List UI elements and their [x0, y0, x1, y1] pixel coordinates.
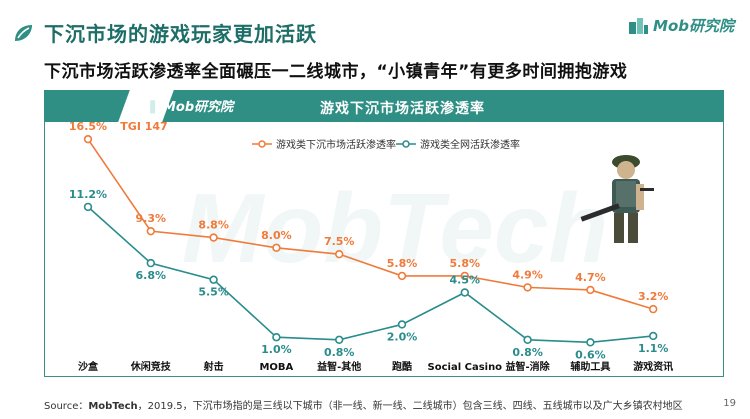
page-number: 19 — [723, 398, 736, 409]
x-tick-label-0: 沙盒 — [78, 360, 99, 373]
data-label-1-7: 0.8% — [512, 346, 543, 359]
subtitle: 下沉市场活跃渗透率全面碾压一二线城市，“小镇青年”有更多时间拥抱游戏 — [44, 62, 628, 82]
data-label-1-1: 6.8% — [136, 269, 167, 282]
data-label-1-0: 11.2% — [69, 188, 107, 201]
brand-text: Mob研究院 — [653, 16, 734, 35]
data-label-0-3: 8.0% — [261, 229, 292, 242]
x-tick-label-9: 游戏资讯 — [633, 360, 673, 373]
data-point-1-2 — [209, 275, 218, 284]
legend-label-1: 游戏类全网活跃渗透率 — [420, 138, 520, 151]
x-tick-label-4: 益智-其他 — [317, 360, 361, 373]
x-tick-label-5: 跑酷 — [392, 360, 412, 373]
brand-logo: Mob研究院 — [627, 12, 734, 38]
data-label-0-2: 8.8% — [198, 219, 229, 232]
data-point-0-8 — [586, 285, 595, 295]
data-label-0-7: 4.9% — [512, 268, 543, 281]
data-label-0-8: 4.7% — [575, 271, 606, 284]
data-point-1-5 — [397, 320, 407, 329]
x-tick-label-6: Social Casino — [428, 362, 503, 373]
x-tick-label-1: 休闲竞技 — [130, 360, 172, 373]
series-line-1 — [87, 206, 654, 344]
data-point-1-6 — [460, 288, 469, 297]
data-point-0-1 — [146, 226, 156, 236]
data-point-1-4 — [335, 335, 344, 344]
x-tick-label-2: 射击 — [203, 360, 224, 373]
data-label-0-6: 5.8% — [450, 257, 481, 270]
source-text: ，2019.5，下沉市场指的是三线以下城市（非一线、新一线、二线城市）包含三线、… — [137, 401, 683, 412]
annotation-0: TGI 147 — [120, 120, 167, 133]
data-label-1-2: 5.5% — [198, 286, 229, 299]
data-point-1-7 — [523, 335, 532, 344]
game-character-figure — [580, 155, 654, 243]
data-point-0-3 — [272, 243, 281, 252]
data-point-0-2 — [209, 233, 218, 242]
data-label-0-1: 9.3% — [136, 212, 167, 225]
x-tick-label-3: MOBA — [259, 362, 293, 373]
data-label-0-4: 7.5% — [324, 235, 355, 248]
data-label-1-4: 0.8% — [324, 346, 355, 359]
legend-marker-0 — [258, 140, 266, 148]
data-point-0-0 — [83, 134, 93, 144]
data-point-0-5 — [397, 271, 407, 281]
data-point-0-9 — [648, 304, 658, 314]
data-point-1-1 — [146, 258, 156, 268]
x-tick-label-8: 辅助工具 — [570, 360, 610, 373]
source-prefix: Source： — [44, 401, 89, 412]
data-point-0-7 — [523, 283, 532, 292]
data-label-1-8: 0.6% — [575, 348, 606, 361]
data-label-0-0: 16.5% — [69, 120, 107, 133]
data-point-0-4 — [335, 249, 344, 259]
chart-brand-cube-icon — [143, 99, 160, 113]
chart-title: 游戏下沉市场活跃渗透率 — [320, 101, 485, 117]
legend-label-0: 游戏类下沉市场活跃渗透率 — [276, 138, 396, 151]
data-label-1-6: 4.5% — [450, 274, 481, 287]
data-label-0-9: 3.2% — [638, 290, 669, 303]
data-label-1-5: 2.0% — [387, 330, 418, 343]
source-footer: Source：MobTech，2019.5，下沉市场指的是三线以下城市（非一线、… — [44, 397, 683, 412]
data-point-1-9 — [648, 331, 658, 341]
data-point-1-0 — [83, 202, 93, 212]
brand-cube-icon — [629, 18, 649, 34]
series-line-0 — [87, 138, 654, 310]
chart-frame — [44, 94, 724, 377]
mobtech-logo-icon — [15, 25, 32, 41]
data-point-0-6 — [460, 271, 469, 281]
page-title: 下沉市场的游戏玩家更加活跃 — [44, 22, 317, 46]
data-label-0-5: 5.8% — [387, 257, 418, 270]
chart-brand-text: Mob研究院 — [163, 100, 234, 115]
data-point-1-8 — [586, 338, 595, 347]
data-label-1-3: 1.0% — [261, 343, 292, 356]
data-point-1-3 — [272, 333, 281, 342]
watermark-text: MobTech — [182, 173, 608, 283]
x-tick-label-7: 益智-消除 — [506, 360, 551, 373]
chart-brand: Mob研究院 — [142, 96, 233, 115]
legend-marker-1 — [402, 140, 410, 148]
data-label-1-9: 1.1% — [638, 342, 669, 355]
source-name: MobTech — [88, 401, 138, 412]
